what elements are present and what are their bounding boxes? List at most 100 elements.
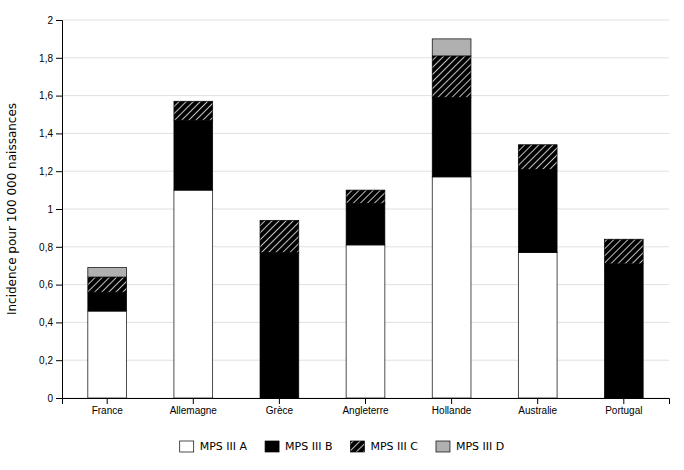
x-tick-label: Angleterre [342,405,389,416]
x-tick-mark [107,398,108,404]
bar-segment [604,264,643,398]
y-tick-mark [56,20,62,21]
y-tick: 1,2 [39,166,62,177]
grid-line [62,20,669,21]
y-tick: 0,6 [39,279,62,290]
y-tick-label: 0,6 [39,279,53,290]
y-tick-label: 0 [47,393,53,404]
bar-segment [88,311,127,398]
y-tick-mark [56,171,62,172]
legend-label: MPS III C [370,440,418,453]
legend-label: MPS III A [200,440,248,453]
bar-segment [260,220,299,252]
x-tick-mark [623,398,624,404]
bar-segment [260,252,299,398]
grid-line [62,57,669,58]
bar-segment [518,144,557,145]
y-tick-mark [56,285,62,286]
y-tick-label: 0,8 [39,242,53,253]
y-tick-label: 1,2 [39,166,53,177]
y-tick-mark [56,247,62,248]
x-tick: Angleterre [342,398,389,416]
y-axis: 0 0,2 0,4 0,6 0,8 1 1,2 1,4 1,6 1,8 2 [39,15,62,404]
x-tick: Portugal [605,398,642,416]
legend-item: MPS III D [436,440,504,453]
y-tick: 1 [47,204,62,215]
bar-segment [518,169,557,252]
x-tick: Australie [518,398,557,416]
bar-segment [604,239,643,240]
bar-segment [518,145,557,170]
series [88,39,471,277]
y-tick-label: 0,2 [39,355,53,366]
y-tick-mark [56,58,62,59]
x-tick-label: Allemagne [170,405,218,416]
y-tick: 0,8 [39,242,62,253]
bar-segment [604,239,643,264]
legend-item: MPS III B [265,440,332,453]
grid-line [62,171,669,172]
y-tick-mark [56,96,62,97]
y-tick-label: 1,4 [39,128,53,139]
bar-segment [432,39,471,56]
y-axis-title: Incidence pour 100 000 naissances [5,103,19,315]
series [88,56,643,292]
x-axis: France Allemagne Grèce Angleterre Hollande Au… [63,398,670,416]
y-tick-label: 1 [47,204,53,215]
bar-segment [432,56,471,98]
y-tick-mark [56,133,62,134]
y-tick: 1,6 [39,90,62,101]
x-tick-mark [193,398,194,404]
x-tick: Grèce [266,398,294,416]
legend-swatch [350,441,364,452]
bar-segment [260,220,299,221]
legend-item: MPS III A [180,440,248,453]
y-tick-mark [56,398,62,399]
x-tick: Hollande [432,398,472,416]
bar-segment [346,203,385,245]
y-tick: 0 [47,393,62,404]
legend-swatch [436,441,450,452]
legend-label: MPS III D [456,440,504,453]
bar-segment [346,190,385,203]
x-tick: Allemagne [170,398,218,416]
legend-swatch [180,441,194,452]
y-tick-mark [56,360,62,361]
plot: 0 0,2 0,4 0,6 0,8 1 1,2 1,4 1,6 1,8 2 France Allemag… [39,15,669,416]
y-tick-mark [56,209,62,210]
bar-segment [88,277,127,292]
bar-segment [174,101,213,102]
bar-segment [432,177,471,398]
legend-label: MPS III B [285,440,332,453]
bar-segment [88,292,127,311]
x-tick-mark [279,398,280,404]
legend-item: MPS III C [350,440,418,453]
y-tick: 0,2 [39,355,62,366]
x-tick-label: France [92,405,124,416]
y-tick: 0,4 [39,317,62,328]
x-axis-line [63,399,670,405]
grid-line [62,133,669,134]
bar-segment [174,190,213,398]
legend: MPS III A MPS III B MPS III C MPS III D [180,440,505,453]
x-tick-mark [365,398,366,404]
bar-segment [346,245,385,398]
bar-segment [88,268,127,277]
y-tick: 2 [47,15,62,26]
y-tick-mark [56,322,62,323]
x-tick-label: Portugal [605,405,642,416]
bar-segment [174,120,213,190]
x-tick: France [92,398,124,416]
y-tick-label: 1,6 [39,90,53,101]
bar-segment [174,101,213,120]
grid [62,20,669,398]
x-tick-label: Grèce [266,405,294,416]
series [88,97,643,398]
bar-segment [518,252,557,398]
legend-swatch [265,441,279,452]
chart: 0 0,2 0,4 0,6 0,8 1 1,2 1,4 1,6 1,8 2 France Allemag… [0,0,684,470]
y-tick-label: 1,8 [39,53,53,64]
x-tick-mark [451,398,452,404]
bar-segment [346,190,385,191]
grid-line [62,95,669,96]
